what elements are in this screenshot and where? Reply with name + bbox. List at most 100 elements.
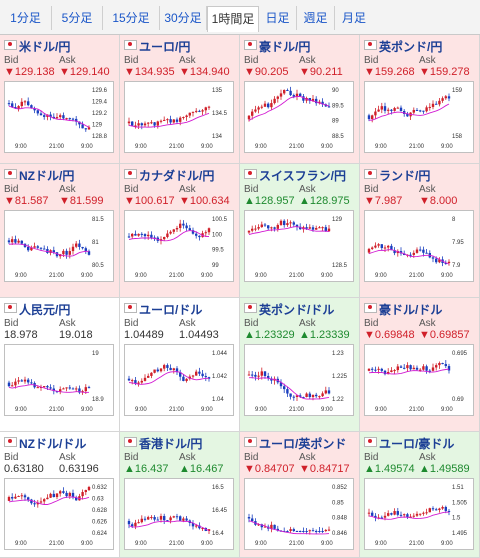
rate-panel[interactable]: 豪ドル/ドル Bid Ask ▼0.69848 ▼0.69857 0.695 0.69 9:0… <box>360 298 480 432</box>
candle-body <box>292 95 295 97</box>
rate-panel[interactable]: ユーロ/英ポンド Bid Ask ▼0.84707 ▼0.84717 0.852 0.85 0… <box>240 432 360 558</box>
rate-panel[interactable]: ユーロ/円 Bid Ask ▼134.935 ▼134.940 135 134.5 134 9:… <box>120 35 240 164</box>
candle-body <box>188 228 191 231</box>
ask-label: Ask <box>299 184 316 195</box>
mini-candlestick-chart[interactable]: 8 7.95 7.9 9:00 21:00 9:00 <box>364 210 474 282</box>
candle-body <box>30 499 33 504</box>
rate-panel[interactable]: カナダドル/円 Bid Ask ▼100.617 ▼100.634 100.5 100 99.… <box>120 164 240 298</box>
mini-candlestick-chart[interactable]: 129 128.5 9:00 21:00 9:00 <box>244 210 354 282</box>
candle-body <box>289 393 292 397</box>
tab-15min[interactable]: 15分足 <box>103 6 160 30</box>
mini-candlestick-chart[interactable]: 0.695 0.69 9:00 21:00 9:00 <box>364 344 474 416</box>
mini-candlestick-chart[interactable]: 129.6 129.4 129.2 129 128.8 9:00 21:00 9:00 <box>4 81 114 153</box>
chart-canvas: 159 158 9:00 21:00 9:00 <box>367 88 463 150</box>
rate-panel[interactable]: 香港ドル/円 Bid Ask ▲16.437 ▲16.467 16.5 16.45 16.4 9… <box>120 432 240 558</box>
mini-candlestick-chart[interactable]: 19 18.9 9:00 21:00 9:00 <box>4 344 114 416</box>
pair-title-link[interactable]: NZドル/円 <box>4 167 74 184</box>
mini-candlestick-chart[interactable]: 1.044 1.042 1.04 9:00 21:00 9:00 <box>124 344 234 416</box>
pair-title-link[interactable]: 豪ドル/ドル <box>364 301 442 318</box>
y-tick-label: 89 <box>332 119 339 125</box>
rate-panel[interactable]: NZドル/ドル Bid Ask 0.63180 0.63196 0.632 0.63 0.62… <box>0 432 120 558</box>
mini-candlestick-chart[interactable]: 100.5 100 99.5 99 9:00 21:00 9:00 <box>124 210 234 282</box>
mini-candlestick-chart[interactable]: 135 134.5 134 9:00 21:00 9:00 <box>124 81 234 153</box>
pair-title-link[interactable]: ユーロ/英ポンド <box>244 435 346 452</box>
candle-body <box>257 107 260 110</box>
y-tick-label: 89.5 <box>332 103 344 109</box>
pair-title-link[interactable]: 英ポンド/円 <box>364 38 442 55</box>
pair-title-link[interactable]: 豪ドル/円 <box>244 38 310 55</box>
candle-body <box>315 394 318 397</box>
candle-body <box>27 246 30 251</box>
pair-title-link[interactable]: 米ドル/円 <box>4 38 70 55</box>
candle-body <box>27 101 30 106</box>
chart-canvas: 135 134.5 134 9:00 21:00 9:00 <box>127 88 228 150</box>
rate-panel[interactable]: 米ドル/円 Bid Ask ▼129.138 ▼129.140 129.6 129.4 129… <box>0 35 120 164</box>
rate-panel[interactable]: ユーロ/豪ドル Bid Ask ▲1.49574 ▲1.49589 1.51 1.505 1.… <box>360 432 480 558</box>
pair-title-link[interactable]: ユーロ/円 <box>124 38 190 55</box>
candle-body <box>302 397 305 398</box>
rate-panel[interactable]: ランド/円 Bid Ask ▼7.987 ▼8.000 8 7.95 7.9 9:00 21:00… <box>360 164 480 298</box>
pair-title-link[interactable]: ユーロ/豪ドル <box>364 435 454 452</box>
pair-title-link[interactable]: NZドル/ドル <box>4 435 86 452</box>
candle-body <box>169 367 172 371</box>
mini-candlestick-chart[interactable]: 0.632 0.63 0.628 0.626 0.624 9:00 21:00 9:00 <box>4 478 114 550</box>
pair-title-link[interactable]: 人民元/円 <box>4 301 70 318</box>
tab-monthly[interactable]: 月足 <box>341 11 366 25</box>
candle-body <box>374 515 377 518</box>
candle-body <box>425 512 428 514</box>
candle-body <box>419 513 422 515</box>
pair-title-link[interactable]: ランド/円 <box>364 167 430 184</box>
rate-panel[interactable]: NZドル/円 Bid Ask ▼81.587 ▼81.599 81.5 81 80.5 9:00… <box>0 164 120 298</box>
mini-candlestick-chart[interactable]: 159 158 9:00 21:00 9:00 <box>364 81 474 153</box>
rate-panel[interactable]: 英ポンド/ドル Bid Ask ▲1.23329 ▲1.23339 1.23 1.225 1.… <box>240 298 360 432</box>
bid-value: ▲1.49574 <box>364 463 415 475</box>
rate-panel[interactable]: 英ポンド/円 Bid Ask ▼159.268 ▼159.278 159 158 9:00 21… <box>360 35 480 164</box>
mini-candlestick-chart[interactable]: 90 89.5 89 88.5 9:00 21:00 9:00 <box>244 81 354 153</box>
candle-body <box>425 252 428 254</box>
candle-body <box>36 110 39 114</box>
tab-weekly[interactable]: 週足 <box>297 6 335 30</box>
pair-title-link[interactable]: 英ポンド/ドル <box>244 301 334 318</box>
chart-canvas: 1.044 1.042 1.04 9:00 21:00 9:00 <box>127 351 228 413</box>
pair-title-link[interactable]: カナダドル/円 <box>124 167 214 184</box>
x-tick-label: 9:00 <box>15 541 27 547</box>
rate-panel[interactable]: 人民元/円 Bid Ask 18.978 19.018 19 18.9 9:00 21:00 9:… <box>0 298 120 432</box>
tab-30min[interactable]: 30分足 <box>160 6 207 30</box>
candle-body <box>390 370 393 373</box>
tab-1min[interactable]: 1分足 <box>0 6 52 30</box>
candle-body <box>52 250 55 253</box>
rate-panel[interactable]: スイスフラン/円 Bid Ask ▲128.957 ▲128.975 129 128.5 9:… <box>240 164 360 298</box>
candle-body <box>11 239 14 243</box>
candle-body <box>201 373 204 377</box>
candle-body <box>377 368 380 370</box>
rate-panel[interactable]: 豪ドル/円 Bid Ask ▼90.205 ▼90.211 90 89.5 89 88.5 9:0… <box>240 35 360 164</box>
ask-label: Ask <box>59 184 76 195</box>
candle-body <box>185 225 188 229</box>
candle-body <box>169 231 172 234</box>
tab-daily[interactable]: 日足 <box>259 6 297 30</box>
candle-body <box>399 366 403 368</box>
mini-candlestick-chart[interactable]: 0.852 0.85 0.848 0.846 9:00 21:00 9:00 <box>244 478 354 550</box>
candle-body <box>431 257 435 259</box>
mini-candlestick-chart[interactable]: 1.51 1.505 1.5 1.495 9:00 21:00 9:00 <box>364 478 474 550</box>
mini-candlestick-chart[interactable]: 16.5 16.45 16.4 9:00 21:00 9:00 <box>124 478 234 550</box>
tab-1hour[interactable]: 1時間足 <box>207 6 259 32</box>
pair-title-link[interactable]: 香港ドル/円 <box>124 435 202 452</box>
x-tick-label: 9:00 <box>81 407 93 413</box>
candle-body <box>198 525 201 529</box>
candle-body <box>131 121 134 126</box>
mini-candlestick-chart[interactable]: 1.23 1.225 1.22 9:00 21:00 9:00 <box>244 344 354 416</box>
candle-body <box>71 118 75 120</box>
candle-body <box>7 103 11 105</box>
mini-candlestick-chart[interactable]: 81.5 81 80.5 9:00 21:00 9:00 <box>4 210 114 282</box>
candle-body <box>299 226 302 230</box>
tab-5min[interactable]: 5分足 <box>52 6 103 30</box>
rate-panel[interactable]: ユーロ/ドル Bid Ask 1.04489 1.04493 1.044 1.042 1.04… <box>120 298 240 432</box>
bid-label: Bid <box>124 55 139 66</box>
pair-title-link[interactable]: スイスフラン/円 <box>244 167 346 184</box>
candle-body <box>62 250 65 255</box>
x-tick-label: 9:00 <box>441 273 453 279</box>
pair-title-link[interactable]: ユーロ/ドル <box>124 301 202 318</box>
candle-body <box>65 387 68 389</box>
candle-body <box>270 227 273 229</box>
